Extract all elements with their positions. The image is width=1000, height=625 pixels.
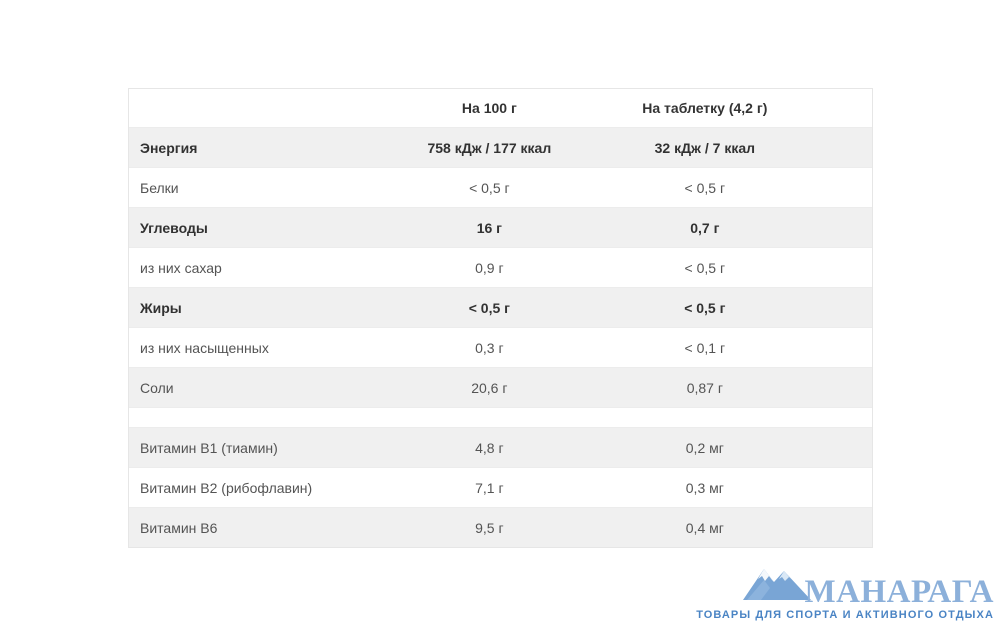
value-per-100g: 758 кДж / 177 ккал [427,139,552,156]
value-per-tablet: < 0,5 г [684,259,726,276]
table-row-salt: Соли 20,6 г 0,87 г [129,367,872,407]
value-per-tablet: < 0,5 г [684,179,726,196]
table-row-protein: Белки < 0,5 г < 0,5 г [129,167,872,207]
value-per-tablet: 0,7 г [690,219,720,236]
table-row-sugar: из них сахар 0,9 г < 0,5 г [129,247,872,287]
value-per-100g: 9,5 г [475,519,504,536]
row-label: Энергия [140,139,198,156]
nutrition-table: На 100 г На таблетку (4,2 г) Энергия 758… [128,88,873,548]
table-row-vitamin-b1: Витамин B1 (тиамин) 4,8 г 0,2 мг [129,427,872,467]
mountain-icon [742,567,811,605]
row-label: Белки [140,179,179,196]
value-per-tablet: < 0,1 г [684,339,726,356]
table-row-carbohydrates: Углеводы 16 г 0,7 г [129,207,872,247]
brand-name: МАНАРАГА [804,573,994,610]
value-per-tablet: 0,2 мг [685,439,724,456]
table-header-row: На 100 г На таблетку (4,2 г) [129,89,872,127]
table-row-vitamin-b2: Витамин B2 (рибофлавин) 7,1 г 0,3 мг [129,467,872,507]
row-label: Витамин B1 (тиамин) [140,439,278,456]
table-row-saturated-fat: из них насыщенных 0,3 г < 0,1 г [129,327,872,367]
row-label: Витамин B6 [140,519,218,536]
value-per-tablet: 0,87 г [686,379,723,396]
table-row-energy: Энергия 758 кДж / 177 ккал 32 кДж / 7 кк… [129,127,872,167]
row-label: Соли [140,379,174,396]
value-per-tablet: 0,3 мг [685,479,724,496]
value-per-100g: 4,8 г [475,439,504,456]
value-per-100g: < 0,5 г [469,179,510,196]
row-label: из них сахар [140,259,222,276]
value-per-tablet: < 0,5 г [684,299,726,316]
column-header-per-tablet: На таблетку (4,2 г) [642,100,768,116]
value-per-100g: 0,3 г [475,339,504,356]
table-spacer-row [129,407,872,427]
value-per-100g: < 0,5 г [468,299,510,316]
store-watermark: МАНАРАГА ТОВАРЫ ДЛЯ СПОРТА И АКТИВНОГО О… [696,567,994,621]
value-per-100g: 20,6 г [471,379,508,396]
row-label: Углеводы [140,219,208,236]
brand-tagline: ТОВАРЫ ДЛЯ СПОРТА И АКТИВНОГО ОТДЫХА [696,609,994,621]
value-per-100g: 16 г [476,219,502,236]
value-per-tablet: 32 кДж / 7 ккал [654,139,756,156]
row-label: из них насыщенных [140,339,269,356]
row-label: Витамин B2 (рибофлавин) [140,479,313,496]
table-row-vitamin-b6: Витамин B6 9,5 г 0,4 мг [129,507,872,547]
value-per-100g: 0,9 г [475,259,504,276]
column-header-per-100g: На 100 г [461,100,517,116]
value-per-100g: 7,1 г [475,479,504,496]
table-row-fat: Жиры < 0,5 г < 0,5 г [129,287,872,327]
value-per-tablet: 0,4 мг [685,519,724,536]
row-label: Жиры [140,299,182,316]
